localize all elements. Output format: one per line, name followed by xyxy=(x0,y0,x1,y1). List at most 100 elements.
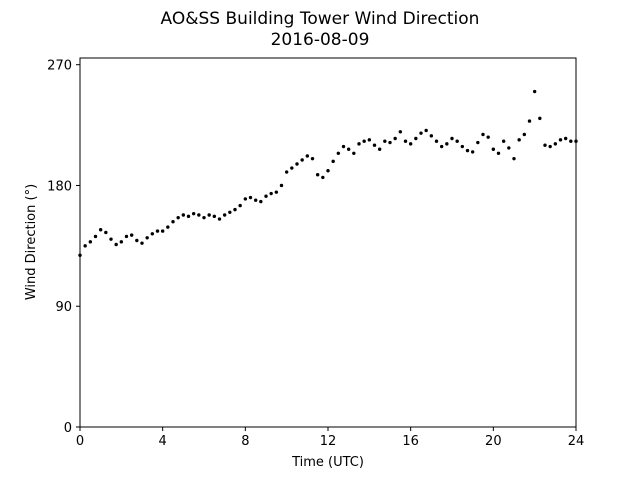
data-point xyxy=(543,143,547,147)
data-point xyxy=(202,215,206,220)
data-point xyxy=(460,144,465,149)
data-point xyxy=(341,144,346,149)
data-point xyxy=(346,147,351,151)
x-tick-label: 4 xyxy=(159,434,167,449)
y-tick-label: 270 xyxy=(47,59,72,74)
data-point xyxy=(114,242,118,247)
data-point xyxy=(93,234,98,239)
data-point xyxy=(259,199,263,204)
y-axis-label: Wind Direction (°) xyxy=(24,184,39,300)
data-point xyxy=(160,229,165,233)
data-point xyxy=(150,232,155,236)
data-point xyxy=(212,214,217,219)
data-point xyxy=(398,130,403,134)
data-point xyxy=(362,139,366,143)
data-point xyxy=(563,136,568,141)
x-tick-label: 20 xyxy=(485,434,502,449)
plot-frame xyxy=(79,57,577,428)
data-point xyxy=(465,148,470,153)
data-point xyxy=(145,236,149,240)
data-point xyxy=(429,134,434,138)
data-point xyxy=(83,244,87,248)
data-point xyxy=(98,228,103,232)
data-point xyxy=(140,241,144,245)
data-point xyxy=(414,136,418,141)
data-point xyxy=(569,139,573,143)
data-point xyxy=(181,213,186,217)
data-point xyxy=(522,132,527,137)
data-point xyxy=(176,215,180,220)
data-point xyxy=(377,147,382,151)
data-point xyxy=(403,139,408,143)
data-point xyxy=(124,234,129,239)
data-point xyxy=(424,128,428,133)
data-point xyxy=(171,220,175,224)
data-point xyxy=(315,173,320,177)
data-point xyxy=(274,190,279,194)
data-point xyxy=(186,214,191,219)
data-point xyxy=(553,142,558,146)
data-point xyxy=(388,140,392,145)
y-tick-label: 90 xyxy=(55,300,72,315)
data-point xyxy=(279,183,284,188)
data-point xyxy=(491,147,496,151)
x-axis-label: Time (UTC) xyxy=(291,455,364,470)
data-point xyxy=(238,203,242,208)
chart-subtitle: 2016-08-09 xyxy=(271,30,370,50)
data-point xyxy=(527,119,532,123)
data-point xyxy=(228,210,232,215)
data-point xyxy=(486,135,490,139)
data-point xyxy=(538,116,542,121)
points-layer xyxy=(78,89,578,257)
x-tick-label: 12 xyxy=(320,434,337,449)
data-point xyxy=(512,156,516,161)
data-point xyxy=(496,151,501,155)
data-point xyxy=(295,162,299,166)
data-point xyxy=(321,175,325,180)
data-point xyxy=(507,146,511,150)
data-point xyxy=(383,139,387,143)
data-point xyxy=(501,139,506,143)
data-point xyxy=(367,138,372,142)
data-point xyxy=(264,194,268,198)
y-tick-label: 0 xyxy=(64,421,72,436)
data-point xyxy=(548,144,552,149)
data-point xyxy=(434,139,439,143)
chart-title: AO&SS Building Tower Wind Direction xyxy=(161,9,480,29)
data-point xyxy=(104,230,108,235)
data-point xyxy=(419,131,423,135)
data-point xyxy=(445,142,449,146)
data-point xyxy=(372,143,377,147)
data-point xyxy=(310,156,315,161)
x-tick-label: 16 xyxy=(402,434,419,449)
data-point xyxy=(331,159,335,164)
data-point xyxy=(233,207,237,212)
x-tick-label: 8 xyxy=(241,434,249,449)
data-point xyxy=(352,151,356,155)
data-point xyxy=(109,237,113,241)
data-point xyxy=(166,225,170,229)
data-point xyxy=(336,151,341,155)
data-point xyxy=(393,136,397,141)
data-point xyxy=(517,138,521,142)
data-point xyxy=(269,191,273,196)
data-point xyxy=(481,132,485,137)
data-point xyxy=(408,142,413,146)
data-point xyxy=(326,169,330,173)
data-point xyxy=(305,154,310,158)
data-point xyxy=(476,140,480,145)
data-point xyxy=(450,136,454,141)
data-point xyxy=(119,240,124,244)
data-point xyxy=(470,150,475,154)
data-point xyxy=(532,89,537,94)
data-point xyxy=(222,213,227,217)
data-point xyxy=(455,139,459,143)
data-point xyxy=(197,213,201,217)
x-tick-label: 24 xyxy=(568,434,585,449)
data-point xyxy=(243,197,248,201)
data-point xyxy=(248,195,253,200)
data-point xyxy=(357,142,361,146)
data-point xyxy=(439,144,444,149)
